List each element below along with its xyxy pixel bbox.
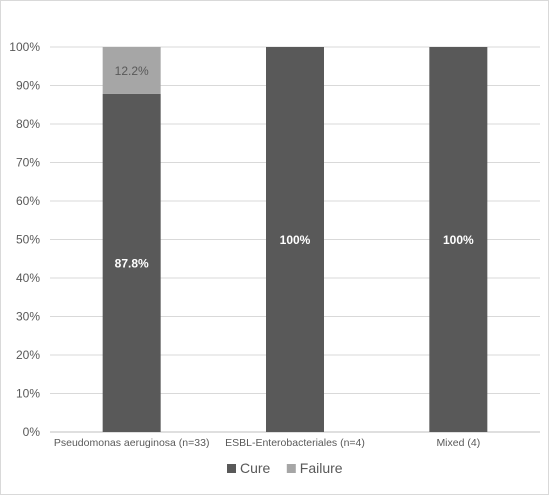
x-category-label: Pseudomonas aeruginosa (n=33) <box>54 437 210 449</box>
legend-label-failure: Failure <box>300 460 343 476</box>
data-label: 87.8% <box>115 256 149 270</box>
y-tick-label: 80% <box>16 117 40 131</box>
x-category-label: ESBL-Enterobacteriales (n=4) <box>225 437 365 449</box>
data-label: 12.2% <box>115 64 149 78</box>
y-tick-label: 10% <box>16 387 40 401</box>
legend-label-cure: Cure <box>240 460 271 476</box>
bar-failure-0 <box>102 47 161 94</box>
bar-cure-1 <box>266 47 324 432</box>
y-tick-label: 70% <box>16 156 40 170</box>
bar-cure-2 <box>429 47 488 432</box>
y-tick-label: 90% <box>16 79 40 93</box>
y-tick-label: 60% <box>16 194 40 208</box>
legend-swatch-failure <box>286 464 296 473</box>
y-tick-label: 50% <box>16 233 40 247</box>
y-tick-label: 40% <box>16 271 40 285</box>
x-category-label: Mixed (4) <box>436 437 480 449</box>
bar-cure-0 <box>102 93 161 432</box>
y-tick-label: 20% <box>16 348 40 362</box>
y-tick-label: 30% <box>16 310 40 324</box>
legend-swatch-cure <box>227 464 236 473</box>
y-tick-label: 100% <box>9 40 40 54</box>
data-label: 100% <box>280 233 311 247</box>
data-label: 100% <box>443 233 474 247</box>
y-tick-label: 0% <box>23 425 41 439</box>
